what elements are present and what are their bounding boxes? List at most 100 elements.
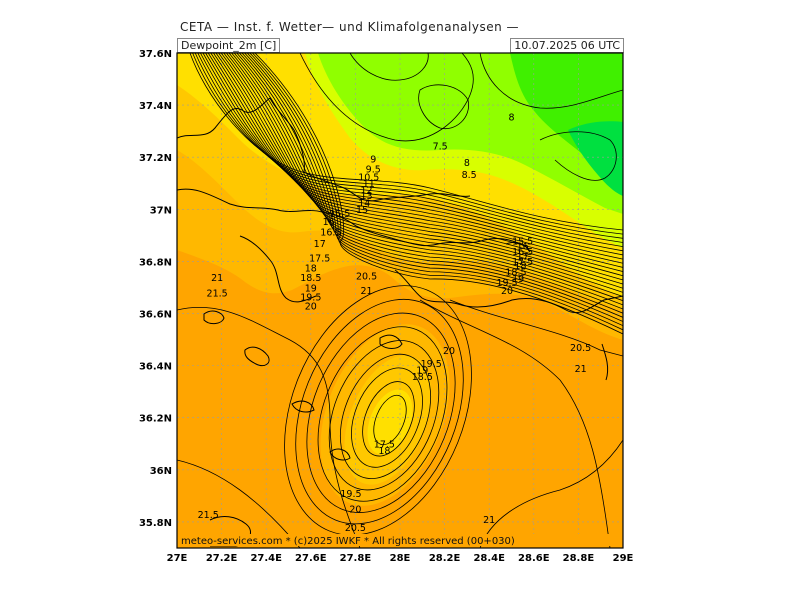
contour-value-label: 8.5: [462, 170, 477, 181]
isodrosotherm-line: [223, 53, 623, 285]
contour-value-label: 18: [378, 446, 390, 457]
contour-value-label: 13: [361, 191, 373, 202]
contour-value-label: 9: [370, 154, 376, 165]
contour-value-label: 8: [464, 158, 470, 169]
isodrosotherm-line: [418, 84, 469, 130]
latitude-tick-label: 36.6N: [139, 310, 172, 321]
contour-value-label: 19.5: [300, 292, 321, 303]
contour-value-label: 12: [361, 186, 373, 197]
isodrosotherm-line: [210, 53, 623, 264]
contour-value-label: 20: [443, 346, 455, 357]
contour-value-label: 17.5: [309, 253, 330, 264]
longitude-tick-label: 27.8E: [340, 553, 372, 564]
contour-value-label: 19.5: [421, 359, 442, 370]
contour-value-label: 18: [305, 264, 317, 275]
isodrosotherm-line: [252, 53, 623, 331]
latitude-tick-label: 37.2N: [139, 153, 172, 164]
contour-value-label: 21: [483, 515, 495, 526]
contour-value-label: 17.5: [512, 257, 533, 268]
contour-value-label: 19: [305, 283, 317, 294]
isodrosotherm-line: [220, 53, 623, 281]
isodrosotherm-line: [246, 53, 623, 322]
isodrosotherm-line: [236, 53, 623, 306]
contour-value-label: 20.5: [570, 343, 591, 354]
isodrosotherm-line: [194, 53, 623, 239]
isodrosotherm-line: [226, 53, 623, 289]
isodrosotherm-line: [539, 131, 617, 181]
map-title: CETA — Inst. f. Wetter— und Klimafolgena…: [180, 20, 520, 34]
contour-value-label: 18: [514, 261, 526, 272]
isodrosotherm-line: [249, 53, 623, 327]
isodrosotherm-line: [244, 53, 623, 318]
copyright-credit: meteo-services.com * (c)2025 IWKF * All …: [181, 536, 515, 547]
contour-value-label: 16: [323, 217, 335, 228]
contour-value-label: 19.5: [340, 489, 361, 500]
dry-core-isoline: [306, 312, 456, 513]
contour-value-label: 16.5: [320, 227, 341, 238]
longitude-tick-label: 27.4E: [250, 553, 282, 564]
coastline: [177, 97, 623, 547]
isodrosotherm-line: [213, 53, 623, 268]
isodrosotherm-line: [202, 53, 623, 252]
latitude-tick-label: 37.4N: [139, 101, 172, 112]
isodrosotherm-line: [233, 53, 623, 302]
dry-core-isoline: [295, 298, 464, 525]
isodrosotherm-line: [254, 53, 623, 335]
latitude-tick-label: 36N: [150, 466, 172, 477]
contour-value-label: 15.5: [512, 236, 533, 247]
longitude-tick-label: 28.8E: [563, 553, 595, 564]
isodrosotherm-line: [479, 439, 623, 548]
contour-value-label: 20.5: [356, 272, 377, 283]
longitude-tick-label: 27.6E: [295, 553, 327, 564]
contour-value-label: 20.5: [345, 523, 366, 534]
dry-core-isoline: [351, 367, 423, 468]
longitude-tick-label: 28E: [390, 553, 411, 564]
contour-value-label: 20: [349, 505, 361, 516]
dry-core-isoline: [373, 394, 407, 446]
contour-value-label: 21: [361, 286, 373, 297]
contour-value-label: 19: [416, 365, 428, 376]
longitude-tick-label: 28.6E: [518, 553, 550, 564]
contour-value-label: 19.5: [496, 278, 517, 289]
isodrosotherm-line: [207, 53, 623, 260]
isodrosotherm-line: [419, 299, 611, 548]
isodrosotherm-line: [177, 459, 301, 548]
dry-core-isoline: [328, 340, 440, 491]
contour-value-label: 17: [517, 252, 529, 263]
lat-lon-grid: [177, 53, 623, 548]
latitude-tick-label: 36.8N: [139, 257, 172, 268]
contour-labels: 99.510.5111213141515.51616.51717.51818.5…: [198, 113, 592, 534]
isodrosotherm-line: [231, 53, 623, 297]
map-frame: [176, 52, 624, 549]
contour-value-label: 17: [314, 239, 326, 250]
contour-value-label: 18.5: [505, 268, 526, 279]
contour-value-label: 15: [356, 205, 368, 216]
contour-value-label: 20: [501, 286, 513, 297]
map-plot-area: [177, 53, 623, 548]
axis-tick-labels: 27E 27.2E 27.4E 27.6E 27.8E 28E 28.2E 28.4E 28.6…: [139, 49, 634, 564]
isodrosotherm-line: [239, 53, 623, 310]
longitude-tick-label: 29E: [613, 553, 634, 564]
contour-value-label: 15.5: [329, 209, 350, 220]
latitude-tick-label: 37.6N: [139, 49, 172, 60]
contour-value-label: 8: [508, 113, 514, 124]
contour-value-label: 20: [305, 302, 317, 313]
isodrosotherm-line: [218, 53, 623, 277]
isodrosotherm-line: [177, 306, 361, 548]
contour-value-label: 21.5: [207, 288, 228, 299]
isodrosotherm-line: [479, 53, 623, 109]
contour-value-label: 14: [358, 199, 370, 210]
contour-value-label: 17.5: [374, 440, 395, 451]
isodrosotherm-line: [200, 53, 623, 248]
longitude-tick-label: 27.2E: [206, 553, 238, 564]
longitude-tick-label: 28.4E: [473, 553, 505, 564]
dry-core-isoline: [362, 381, 415, 457]
contour-value-label: 7.5: [433, 141, 448, 152]
dry-core-isoline: [284, 285, 472, 536]
dry-core-inner: [367, 389, 413, 455]
isodrosotherm-line: [349, 53, 429, 81]
latitude-tick-label: 36.4N: [139, 362, 172, 373]
contour-value-label: 21: [575, 364, 587, 375]
contour-value-label: 18.5: [412, 372, 433, 383]
isodrosotherm-line: [241, 53, 623, 314]
